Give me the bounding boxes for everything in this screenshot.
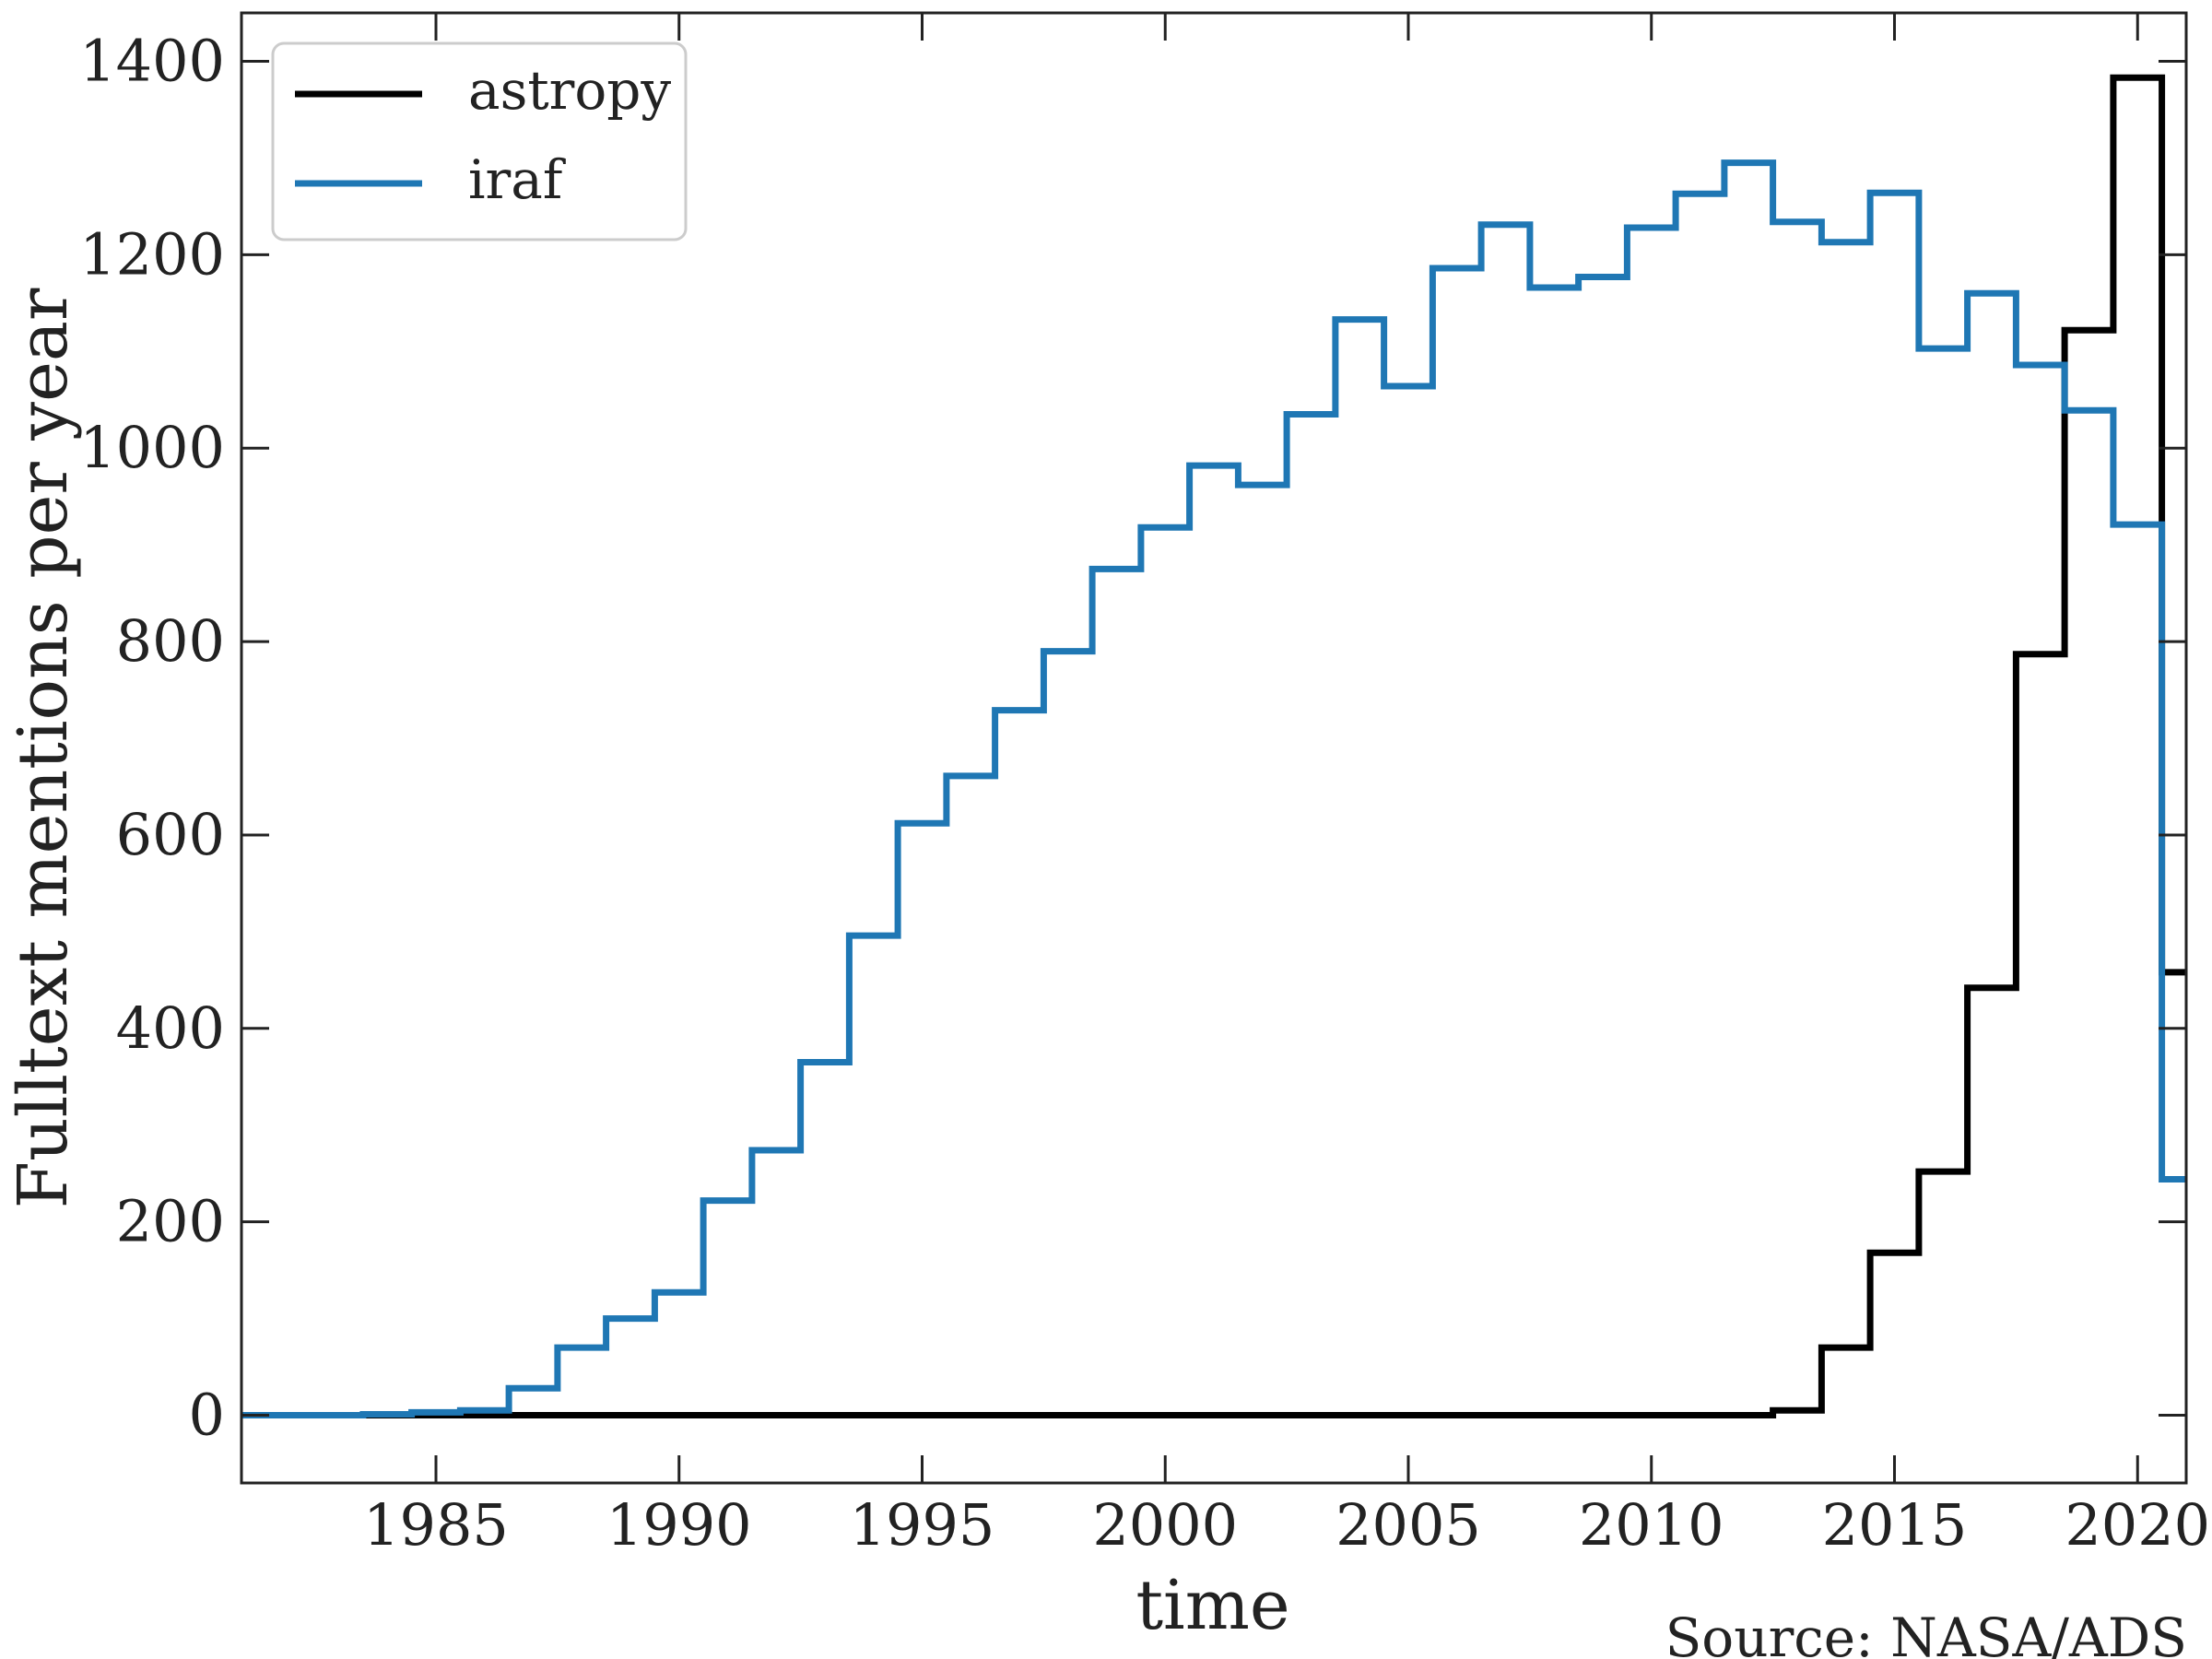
legend-label-iraf: iraf bbox=[468, 148, 566, 211]
y-tick-labels: 0 200 400 600 800 1000 1200 1400 bbox=[79, 27, 225, 1448]
x-axis-label: time bbox=[1135, 1566, 1289, 1645]
x-tick-label: 1995 bbox=[850, 1491, 995, 1559]
y-tick-label: 600 bbox=[116, 801, 225, 868]
series-line-astropy bbox=[241, 74, 2186, 1418]
plot-frame bbox=[240, 11, 2188, 1485]
series-layer bbox=[241, 74, 2186, 1418]
ticks-layer bbox=[241, 13, 2186, 1483]
x-tick-label: 2000 bbox=[1092, 1491, 1238, 1559]
y-tick-label: 1400 bbox=[79, 27, 225, 94]
series-line-iraf bbox=[241, 159, 2186, 1418]
source-note: Source: NASA/ADS bbox=[1665, 1606, 2187, 1659]
legend-label-astropy: astropy bbox=[468, 59, 671, 122]
y-tick-label: 1000 bbox=[79, 414, 225, 481]
x-tick-label: 2010 bbox=[1579, 1491, 1724, 1559]
x-tick-labels: 1985 1990 1995 2000 2005 2010 2015 2020 bbox=[363, 1491, 2210, 1559]
y-tick-label: 0 bbox=[189, 1382, 225, 1449]
y-tick-label: 200 bbox=[116, 1188, 225, 1255]
x-tick-label: 2020 bbox=[2065, 1491, 2210, 1559]
x-tick-label: 1990 bbox=[606, 1491, 752, 1559]
y-tick-label: 800 bbox=[116, 607, 225, 675]
y-tick-label: 1200 bbox=[79, 220, 225, 288]
x-tick-label: 2015 bbox=[1822, 1491, 1968, 1559]
x-tick-label: 1985 bbox=[363, 1491, 509, 1559]
y-tick-label: 400 bbox=[116, 994, 225, 1062]
x-tick-label: 2005 bbox=[1335, 1491, 1481, 1559]
y-axis-label: Fulltext mentions per year bbox=[4, 288, 83, 1208]
legend: astropy iraf bbox=[271, 41, 688, 241]
